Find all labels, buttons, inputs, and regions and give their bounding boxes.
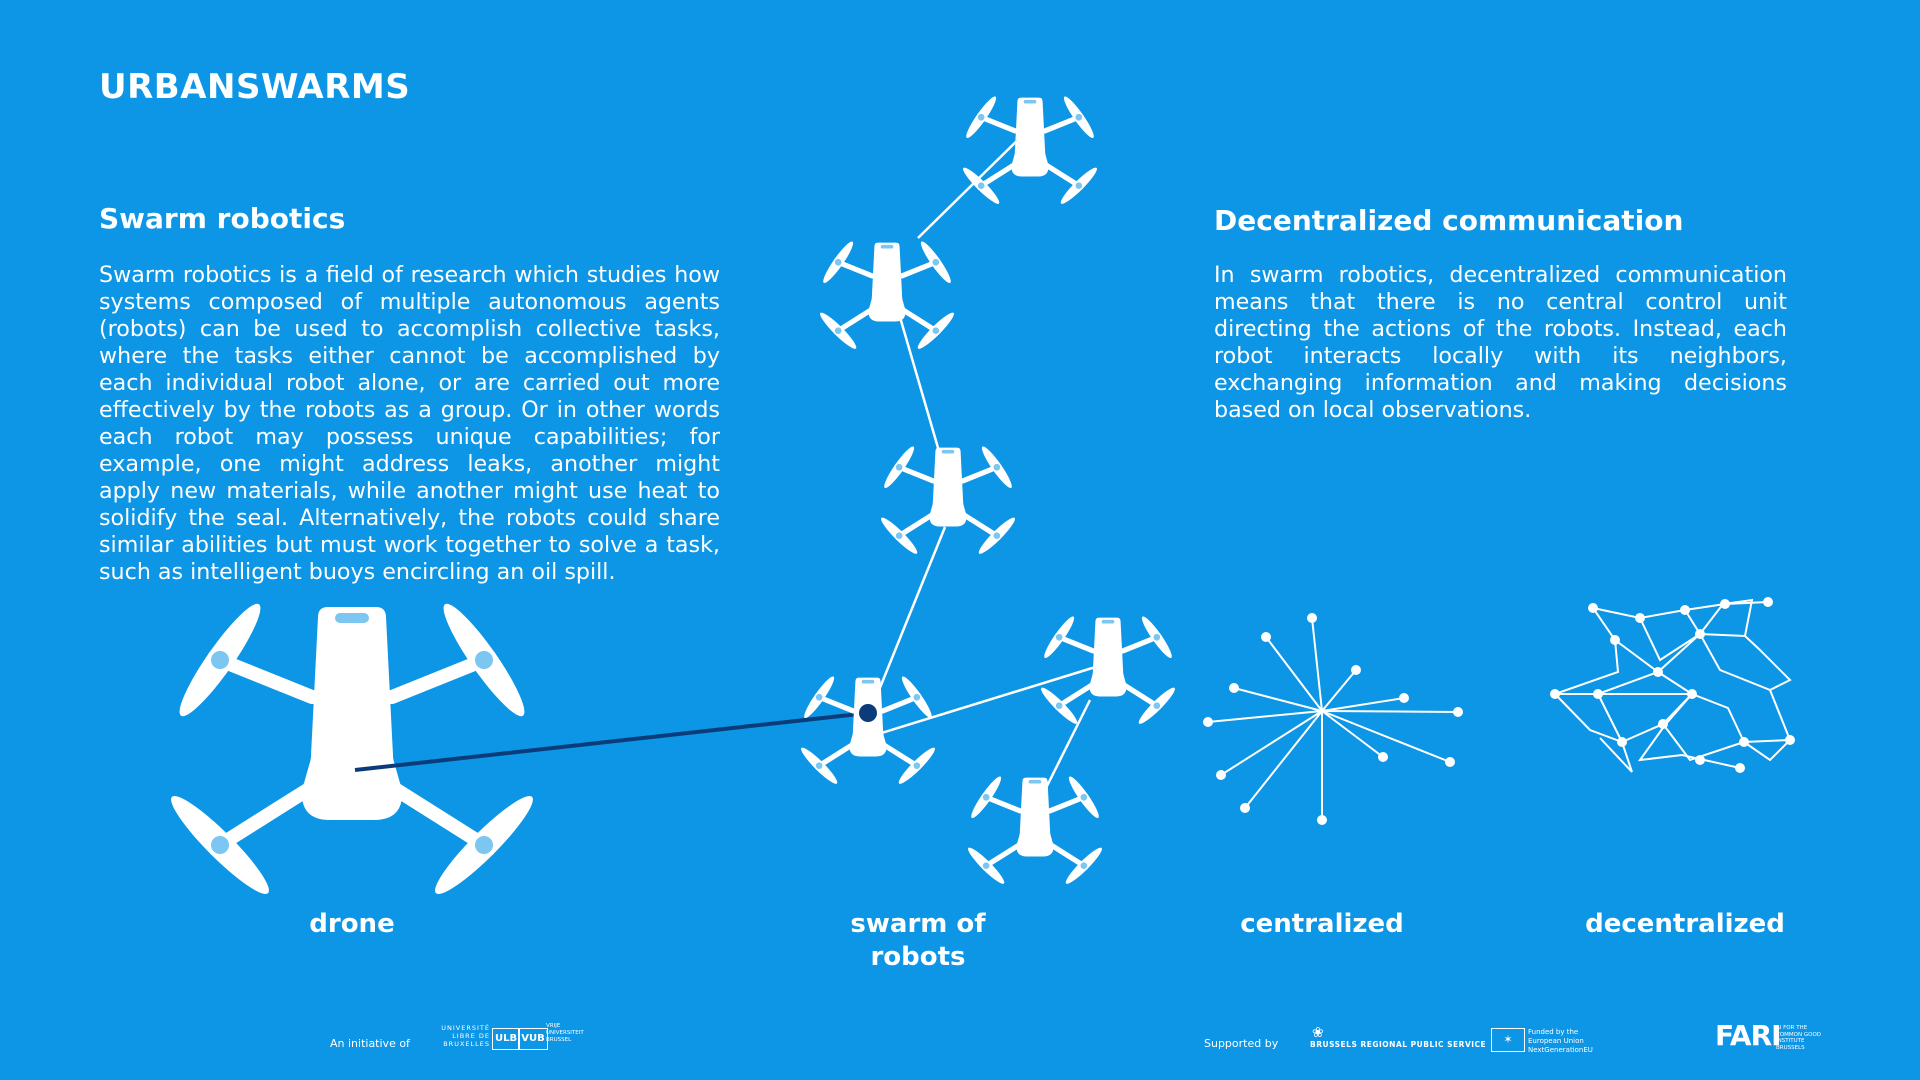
eu-flag-icon: ✶: [1491, 1028, 1525, 1052]
centralized-caption: centralized: [1240, 909, 1404, 939]
swarm-robotics-paragraph: Swarm robotics is a field of research wh…: [99, 262, 720, 585]
supported-label: Supported by: [1204, 1037, 1279, 1050]
vub-wordmark: VRIJE UNIVERSITEIT BRUSSEL: [546, 1023, 584, 1043]
decentralized-communication-heading: Decentralized communication: [1214, 204, 1684, 237]
ulb-logo: ULB: [492, 1028, 520, 1050]
brand-title: URBANSWARMS: [99, 67, 411, 107]
eu-wordmark: Funded by the European Union NextGenerat…: [1528, 1028, 1593, 1054]
drone-caption: drone: [309, 909, 395, 939]
swarm-drone-icon: [1038, 614, 1178, 727]
brussels-iris-icon: ❀: [1312, 1025, 1324, 1041]
swarm-caption: swarm of robots: [850, 909, 986, 972]
brussels-wordmark: BRUSSELS REGIONAL PUBLIC SERVICE: [1310, 1040, 1487, 1049]
vub-logo: VUB: [518, 1028, 548, 1050]
swarm-drone-icon: [798, 674, 938, 787]
swarm-drone-icon: [817, 239, 957, 352]
decentralized-caption: decentralized: [1585, 909, 1785, 939]
initiative-label: An initiative of: [330, 1037, 410, 1050]
decentralized-communication-paragraph: In swarm robotics, decentralized communi…: [1214, 262, 1787, 423]
network-mesh-nodes: [1550, 597, 1795, 773]
ulb-wordmark: UNIVERSITÉ LIBRE DE BRUXELLES: [441, 1024, 490, 1048]
swarm-drone-icon: [878, 444, 1018, 557]
fari-logo: FARI: [1715, 1019, 1782, 1052]
swarm-drone-icon: [960, 94, 1100, 207]
swarm-drone-icon: [965, 774, 1105, 887]
network-mesh-icon: [1554, 598, 1792, 773]
zoom-link-line: [354, 711, 869, 772]
drone-icon: [163, 597, 542, 902]
link-anchor-dot: [859, 704, 877, 722]
swarm-robotics-heading: Swarm robotics: [99, 202, 346, 235]
swarm-links: [873, 129, 1103, 801]
network-star-icon: [1203, 613, 1463, 825]
fari-wordmark: AI FOR THE COMMON GOOD INSTITUTE BRUSSEL…: [1776, 1025, 1822, 1051]
